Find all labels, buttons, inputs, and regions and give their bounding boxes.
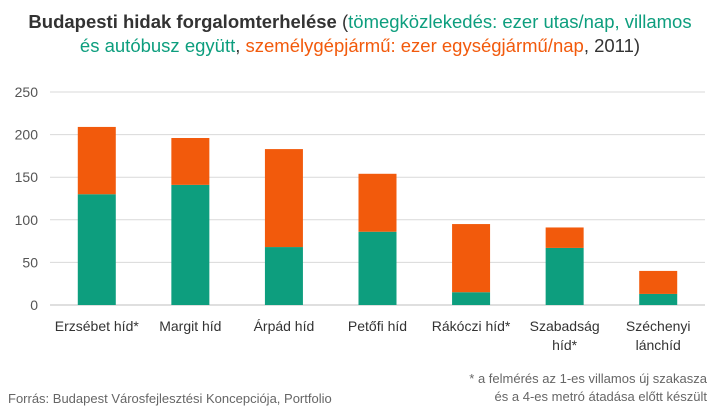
- footnote-line-1: * a felmérés az 1-es villamos új szakasz…: [469, 371, 707, 386]
- x-tick-label: Margit híd: [159, 318, 221, 334]
- footnote: * a felmérés az 1-es villamos új szakasz…: [469, 370, 707, 406]
- bar-cars: [452, 224, 491, 293]
- x-tick-label: Széchenyi: [626, 318, 691, 334]
- y-tick-label: 100: [15, 212, 39, 228]
- x-tick-label: Erzsébet híd*: [55, 318, 140, 334]
- title-main: Budapesti hidak forgalomterhelése: [28, 11, 337, 32]
- y-tick-label: 150: [15, 169, 39, 185]
- x-tick-label: Árpád híd: [254, 318, 315, 334]
- title-separator: ,: [235, 35, 246, 56]
- bar-transit: [77, 194, 116, 305]
- bar-transit: [545, 247, 584, 305]
- x-tick-label: lánchíd: [636, 337, 681, 353]
- title-transit-legend: tömegközlekedés: ezer utas/nap, villamos…: [79, 11, 692, 56]
- bar-transit: [171, 184, 210, 305]
- bar-cars: [77, 126, 116, 195]
- title-open: (: [336, 11, 349, 32]
- bar-transit: [452, 292, 491, 305]
- y-tick-label: 200: [15, 127, 39, 143]
- source-note: Forrás: Budapest Városfejlesztési Koncep…: [8, 391, 332, 406]
- y-tick-label: 0: [30, 297, 38, 313]
- bar-cars: [545, 227, 584, 248]
- bar-transit: [639, 293, 678, 305]
- chart-title: Budapesti hidak forgalomterhelése (tömeg…: [20, 10, 700, 58]
- title-cars-legend: személygépjármű: ezer egységjármű/nap: [245, 35, 584, 56]
- y-tick-label: 250: [15, 84, 39, 100]
- x-tick-label: híd*: [552, 337, 577, 353]
- bar-cars: [639, 270, 678, 294]
- x-tick-label: Szabadság: [530, 318, 600, 334]
- bar-cars: [358, 173, 397, 232]
- bar-transit: [264, 247, 303, 305]
- title-year: , 2011): [583, 35, 641, 56]
- x-tick-label: Petőfi híd: [348, 318, 407, 334]
- x-tick-label: Rákóczi híd*: [432, 318, 511, 334]
- bar-cars: [264, 149, 303, 248]
- y-tick-label: 50: [22, 254, 38, 270]
- bar-cars: [171, 138, 210, 185]
- footnote-line-2: és a 4-es metró átadása előtt készült: [494, 389, 707, 404]
- bar-transit: [358, 231, 397, 305]
